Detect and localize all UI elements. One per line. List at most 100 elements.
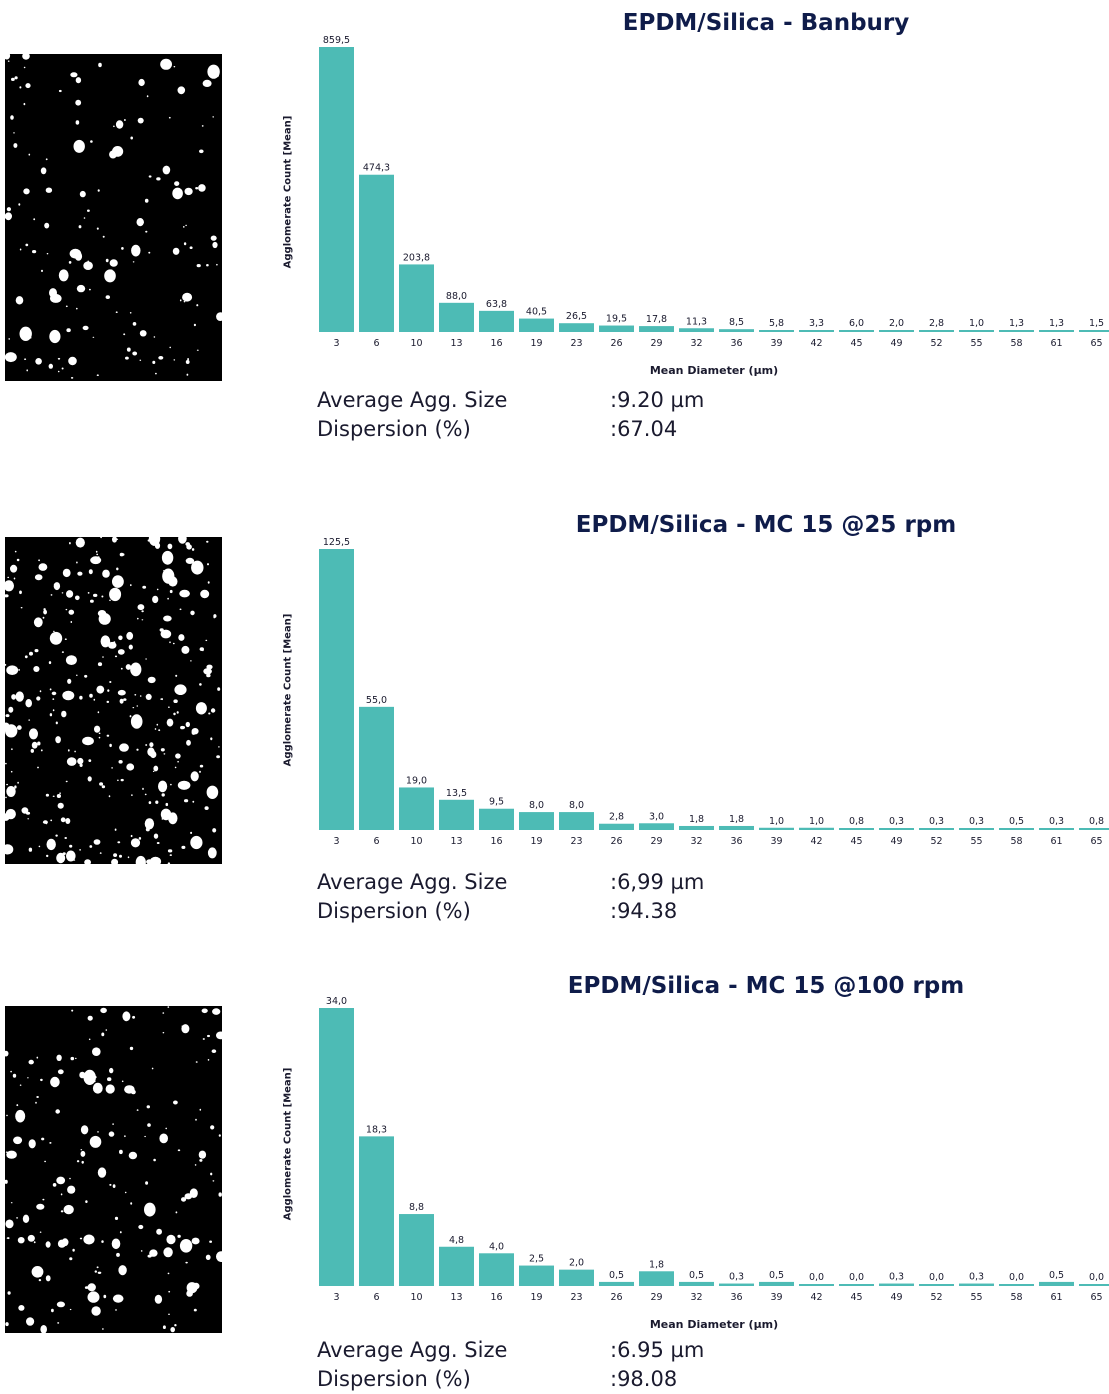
particle [167,543,173,550]
particle [19,326,32,341]
particle [22,52,30,60]
particle [75,120,80,125]
x-tick-label: 6 [373,836,379,847]
particle [101,1240,104,1243]
particle [186,544,192,550]
particle [132,322,137,326]
bar [719,329,754,332]
particle [38,559,40,562]
particle [113,853,118,857]
particle [55,736,61,744]
x-tick-label: 52 [930,338,942,349]
particle [146,859,153,865]
particle [83,261,93,270]
particle [60,817,66,823]
particle [119,854,122,858]
particle [112,1184,116,1188]
particle [105,1029,108,1031]
particle [206,664,213,670]
particle [126,631,134,640]
particle [32,250,37,254]
particle [178,533,187,544]
x-tick-label: 58 [1010,836,1022,847]
particle [100,635,111,648]
bar [399,1214,434,1286]
particle [132,351,138,356]
particle [53,583,57,587]
micrograph-image [2,531,222,869]
particle [128,1151,138,1160]
dispersion-label: Dispersion (%) [317,417,471,441]
particle [211,1049,217,1053]
particle [40,1325,47,1334]
particle [129,1046,134,1051]
particle [116,567,119,571]
particle [7,60,10,62]
particle [44,1160,46,1163]
dispersion-value: :94.38 [610,899,678,923]
particle [129,715,132,718]
particle [154,728,157,730]
particle [174,181,180,186]
particle [5,1322,9,1327]
particle [87,592,90,594]
particle [122,1011,131,1022]
chart-title: EPDM/Silica - MC 15 @25 rpm [575,512,957,538]
particle [206,785,219,799]
particle [191,548,195,551]
particle [129,312,132,314]
particle [4,352,17,363]
particle [67,1185,76,1194]
particle [173,699,178,703]
particle [33,666,40,672]
bar-value-label: 8,0 [529,800,544,811]
particle [79,1237,83,1240]
particle [184,187,193,196]
particle [177,1149,181,1152]
particle [162,1325,166,1329]
avg-size-value: :6.95 µm [610,1338,705,1362]
particle [139,359,142,361]
particle [206,673,211,678]
particle [185,360,190,364]
bar-value-label: 1,8 [649,1259,664,1270]
bar [719,1283,754,1286]
x-tick-label: 45 [850,1292,862,1303]
x-tick-label: 13 [450,836,462,847]
bar [799,827,834,830]
particle [141,610,144,613]
particle [46,838,56,851]
bar-value-label: 13,5 [446,788,467,799]
particle [75,595,80,601]
particle [176,711,179,714]
x-tick-label: 10 [410,338,422,349]
particle [111,767,113,769]
particle [199,770,201,773]
particle [69,248,82,259]
particle [160,748,165,752]
particle [179,608,182,611]
particle [104,269,116,283]
particle [88,759,92,762]
particle [40,1078,43,1082]
particle [6,1150,17,1159]
particle [62,690,75,701]
particle [8,706,14,713]
particle [149,1249,158,1257]
bar [919,1284,954,1286]
particle [100,1007,107,1014]
particle [185,1261,188,1264]
particle [105,258,109,263]
particle [172,247,180,255]
particle [184,799,189,803]
particle [83,1069,96,1085]
particle [131,794,133,796]
micrograph-particles [3,1006,227,1334]
particle [108,795,111,798]
particle [17,1237,25,1244]
particle [148,175,152,178]
bar [679,825,714,830]
particle [5,796,7,799]
particle [75,537,85,548]
particle [55,721,58,725]
